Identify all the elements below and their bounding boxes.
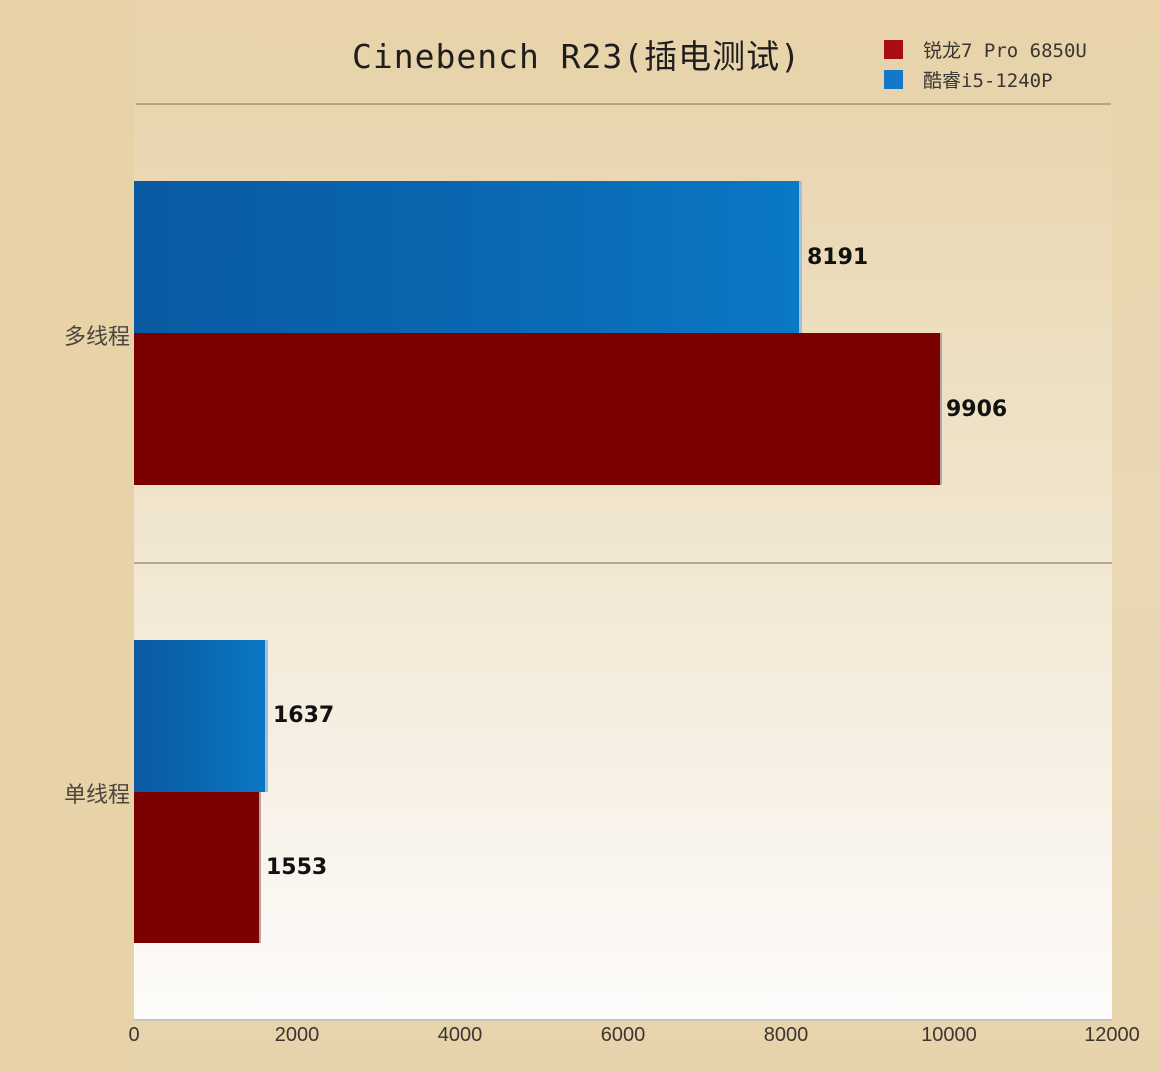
- x-tick: 6000: [600, 1024, 646, 1046]
- plot-area: [134, 105, 1112, 1020]
- legend-item-intel: 酷睿i5-1240P: [884, 64, 1087, 94]
- bar-multi-amd: [134, 333, 942, 485]
- bar-single-intel: [134, 640, 268, 792]
- value-label-multi-intel: 8191: [807, 245, 869, 270]
- legend-label-intel: 酷睿i5-1240P: [923, 69, 1053, 92]
- category-label-single: 单线程: [63, 783, 130, 808]
- chart-title: Cinebench R23(插电测试): [352, 37, 802, 76]
- value-label-single-intel: 1637: [273, 703, 335, 728]
- x-tick: 0: [128, 1024, 140, 1046]
- x-tick: 4000: [437, 1024, 483, 1046]
- x-tick: 10000: [921, 1024, 977, 1046]
- x-tick: 8000: [763, 1024, 809, 1046]
- x-axis-line: [134, 1019, 1112, 1021]
- x-tick: 2000: [274, 1024, 320, 1046]
- x-tick: 12000: [1084, 1024, 1140, 1046]
- legend-label-amd: 锐龙7 Pro 6850U: [923, 39, 1087, 62]
- category-divider: [134, 562, 1112, 564]
- header-rule: [136, 103, 1111, 105]
- legend-item-amd: 锐龙7 Pro 6850U: [884, 34, 1087, 64]
- bar-multi-intel: [134, 181, 802, 333]
- category-label-multi: 多线程: [63, 325, 130, 350]
- bar-single-amd: [134, 792, 261, 943]
- legend: 锐龙7 Pro 6850U 酷睿i5-1240P: [884, 34, 1087, 94]
- value-label-multi-amd: 9906: [946, 397, 1008, 422]
- legend-swatch-red-icon: [884, 39, 903, 59]
- left-margin: [0, 0, 134, 1072]
- value-label-single-amd: 1553: [266, 855, 328, 880]
- legend-swatch-blue-icon: [884, 69, 903, 89]
